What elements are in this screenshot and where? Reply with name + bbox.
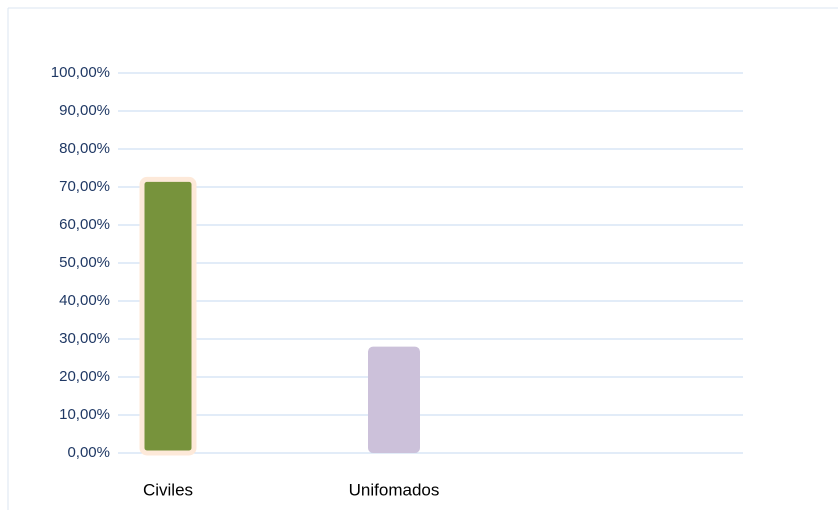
x-tick-label: Civiles	[143, 480, 193, 499]
y-tick-label: 40,00%	[59, 292, 110, 309]
y-tick-label: 60,00%	[59, 216, 110, 233]
y-tick-label: 0,00%	[67, 444, 110, 461]
y-tick-label: 100,00%	[51, 64, 110, 81]
y-tick-label: 80,00%	[59, 140, 110, 157]
y-tick-label: 30,00%	[59, 330, 110, 347]
y-tick-label: 20,00%	[59, 368, 110, 385]
y-tick-label: 50,00%	[59, 254, 110, 271]
x-tick-label: Unifomados	[349, 480, 440, 499]
bar	[139, 176, 197, 456]
y-tick-label: 70,00%	[59, 178, 110, 195]
y-tick-label: 90,00%	[59, 102, 110, 119]
y-tick-label: 10,00%	[59, 406, 110, 423]
bar	[368, 346, 420, 453]
